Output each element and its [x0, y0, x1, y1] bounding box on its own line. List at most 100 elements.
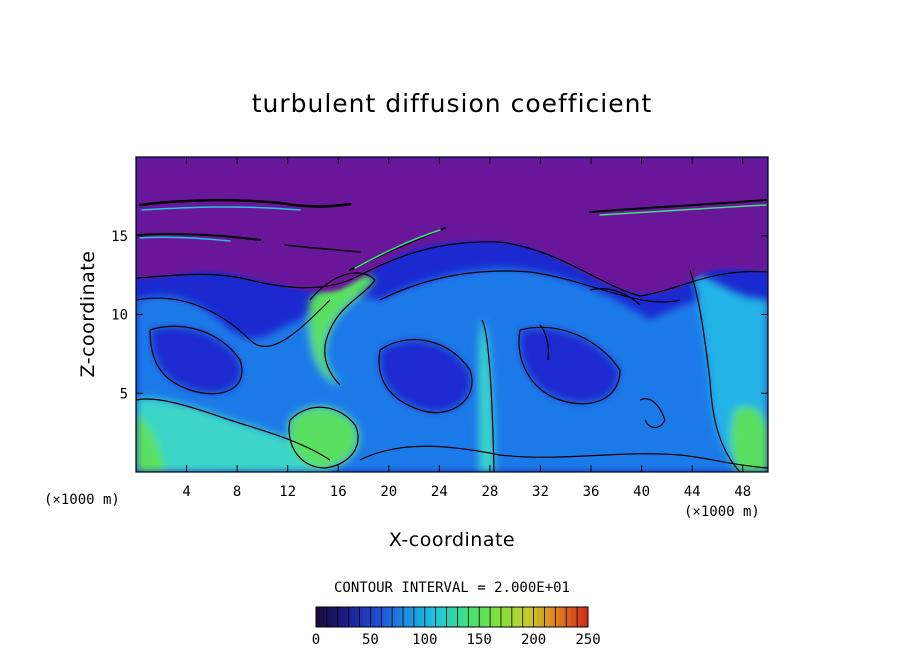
colorbar-swatch — [384, 607, 389, 627]
colorbar-swatch — [367, 607, 372, 627]
contour-line — [639, 398, 666, 429]
field-regions — [136, 268, 768, 472]
colorbar-swatch — [430, 607, 436, 627]
contour-line — [378, 339, 473, 414]
colorbar-swatch — [375, 607, 381, 627]
contour-line — [136, 241, 768, 297]
colorbar-swatch — [337, 607, 342, 627]
colorbar-swatch — [362, 607, 368, 627]
contour-line — [359, 445, 768, 469]
colorbar-swatch — [494, 607, 500, 627]
colorbar-swatch — [464, 607, 470, 627]
x-tick-label: 32 — [532, 484, 549, 500]
colorbar-swatch — [350, 607, 355, 627]
colorbar — [315, 606, 589, 628]
colorbar-swatch — [520, 607, 525, 627]
colorbar-swatch — [443, 607, 449, 627]
colorbar-swatch — [490, 607, 495, 627]
x-tick-label: 8 — [233, 484, 241, 500]
colorbar-swatch — [469, 607, 474, 627]
heatmap-field — [136, 157, 768, 472]
x-tick-label: 48 — [734, 484, 751, 500]
region-high-right — [730, 406, 768, 472]
x-axis-units-right: (×1000 m) — [684, 504, 760, 520]
colorbar-swatch — [320, 607, 325, 627]
x-tick-label: 28 — [481, 484, 498, 500]
colorbar-swatch — [575, 607, 580, 627]
colorbar-swatch — [371, 607, 376, 627]
streak-line — [599, 204, 767, 216]
colorbar-swatch — [452, 607, 457, 627]
contour-line — [309, 272, 376, 386]
contour-line — [689, 269, 741, 472]
x-tick-label: 36 — [583, 484, 600, 500]
colorbar-swatch — [541, 607, 546, 627]
streak-line — [141, 206, 301, 211]
colorbar-swatch — [562, 607, 568, 627]
x-axis-units-left: (×1000 m) — [44, 492, 120, 508]
colorbar-swatch — [358, 607, 364, 627]
contour-line — [518, 326, 621, 405]
chart-title: turbulent diffusion coefficient — [252, 89, 653, 118]
contour-interval-label: CONTOUR INTERVAL = 2.000E+01 — [334, 580, 570, 596]
x-axis-title: X-coordinate — [389, 529, 515, 551]
contour-line — [136, 297, 331, 347]
upper-streaks — [137, 198, 767, 271]
colorbar-swatch — [388, 607, 393, 627]
colorbar-tick-label: 100 — [412, 632, 437, 648]
y-tick-label: 10 — [111, 308, 128, 324]
colorbar-swatch — [549, 607, 555, 627]
x-tick-label: 12 — [279, 484, 296, 500]
contour-lines — [136, 241, 768, 472]
colorbar-swatch — [460, 607, 466, 627]
colorbar-swatch — [486, 607, 491, 627]
colorbar-ticks: 0 50 100 150 200 250 — [312, 632, 601, 648]
region-low-left — [150, 326, 242, 394]
colorbar-swatch — [396, 607, 402, 627]
contour-line — [481, 319, 495, 472]
colorbar-swatch — [418, 607, 423, 627]
x-tick-label: 40 — [633, 484, 650, 500]
contour-line — [539, 324, 550, 361]
colorbar-swatch — [583, 607, 589, 627]
colorbar-swatch — [545, 607, 551, 627]
colorbar-frame — [315, 606, 589, 628]
colorbar-swatch — [579, 607, 585, 627]
x-tick-label: 44 — [684, 484, 701, 500]
contour-line — [288, 406, 359, 469]
x-axis-ticks: 4 8 12 16 20 24 28 32 36 40 44 48 — [182, 157, 751, 500]
streak-line — [589, 199, 767, 213]
colorbar-swatch — [345, 607, 351, 627]
colorbar-tick-label: 250 — [575, 632, 600, 648]
y-tick-label: 15 — [111, 229, 128, 245]
contour-line — [149, 325, 243, 395]
streak-line — [137, 232, 261, 241]
y-axis-ticks: 5 10 15 — [111, 229, 768, 402]
colorbar-swatch — [503, 607, 508, 627]
colorbar-tick-label: 200 — [521, 632, 546, 648]
x-tick-label: 20 — [380, 484, 397, 500]
streak-line — [139, 236, 231, 242]
colorbar-swatch — [558, 607, 563, 627]
contour-line — [379, 270, 681, 303]
x-tick-label: 24 — [431, 484, 448, 500]
colorbar-swatch — [507, 607, 512, 627]
region-mid-high-left — [136, 399, 330, 472]
region-low-right — [519, 327, 620, 404]
region-column — [479, 320, 494, 472]
region-low-center — [379, 339, 472, 413]
colorbar-swatch — [456, 607, 461, 627]
colorbar-swatch — [481, 607, 487, 627]
colorbar-swatch — [435, 607, 440, 627]
colorbar-tick-label: 150 — [467, 632, 492, 648]
colorbar-swatch — [511, 607, 517, 627]
colorbar-swatch — [328, 607, 334, 627]
colorbar-swatch — [524, 607, 529, 627]
y-axis-title: Z-coordinate — [77, 251, 99, 378]
colorbar-swatch — [413, 607, 419, 627]
colorbar-swatch — [571, 607, 576, 627]
streak-line — [284, 244, 361, 253]
colorbar-swatch — [354, 607, 359, 627]
colorbar-swatch — [528, 607, 534, 627]
